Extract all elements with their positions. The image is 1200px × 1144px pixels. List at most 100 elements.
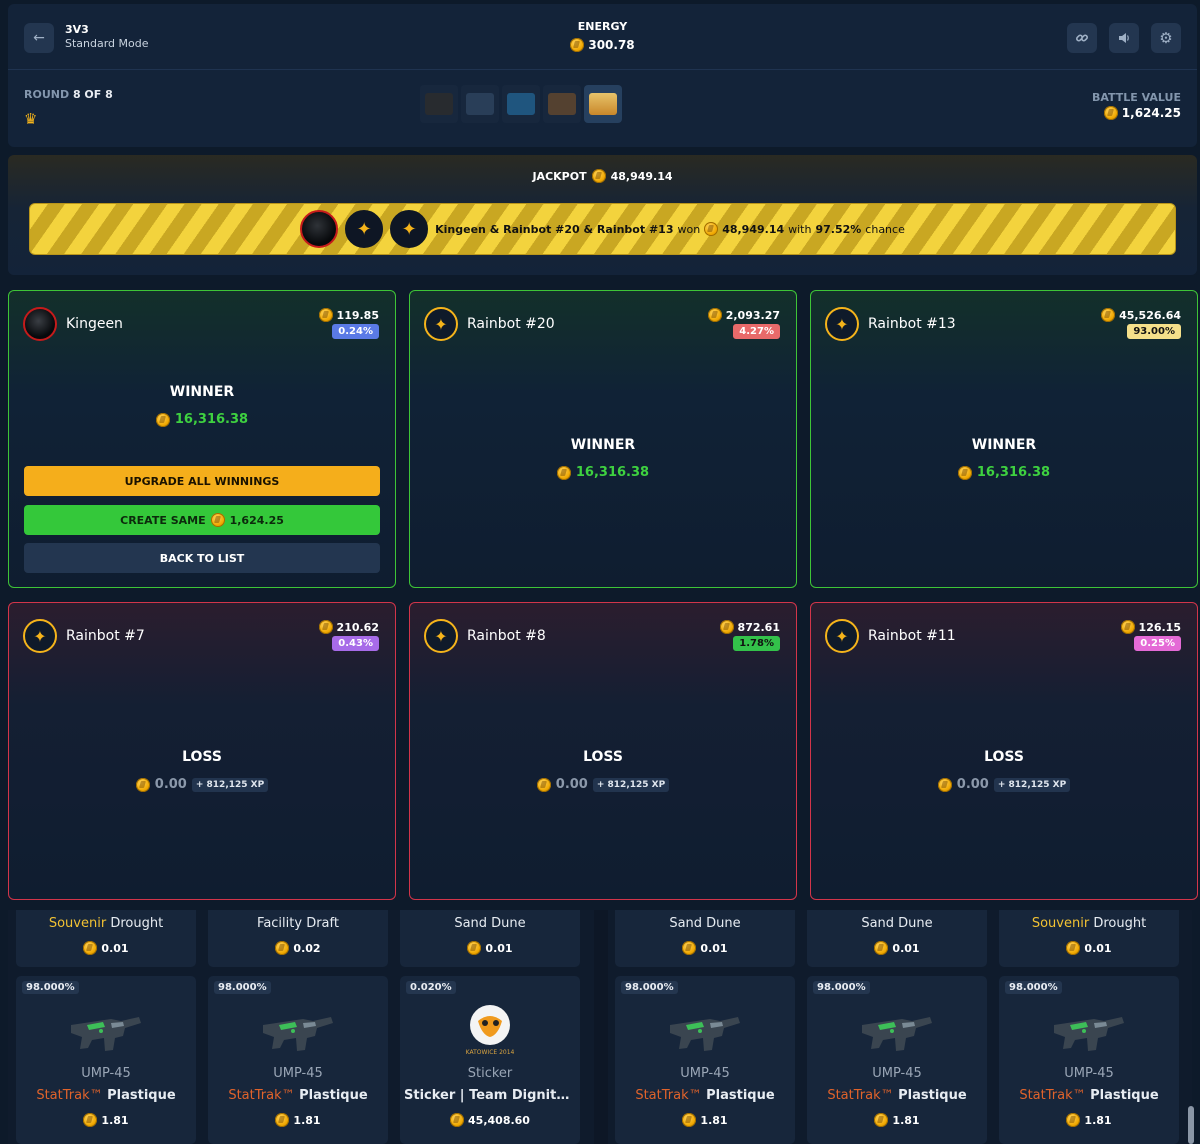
- result-label: WINNER: [169, 384, 235, 400]
- case-thumbnail[interactable]: [420, 85, 458, 123]
- coin-icon: [467, 941, 482, 955]
- item-card[interactable]: 98.000% UMP-45 StatTrak™ Plastique 1.81: [16, 976, 196, 1144]
- link-icon: [1075, 34, 1089, 42]
- win-chance-badge: 1.78%: [733, 636, 780, 651]
- item-card[interactable]: 98.000% UMP-45 StatTrak™ Plastique 1.81: [999, 976, 1179, 1144]
- winnings-amount: 16,316.38: [410, 465, 796, 480]
- coin-icon: [1101, 308, 1116, 322]
- case-thumbnail[interactable]: [502, 85, 540, 123]
- coin-icon: [556, 465, 571, 480]
- player-value: 2,093.27: [707, 308, 780, 322]
- coin-icon: [570, 38, 585, 52]
- sticker-icon: KATOWICE 2014: [450, 998, 530, 1058]
- drop-chance-badge: 0.020%: [406, 981, 456, 994]
- bot-avatar: ✦: [390, 210, 429, 248]
- coin-icon: [275, 941, 290, 955]
- case-thumbnail[interactable]: [461, 85, 499, 123]
- player-value: 126.15: [1120, 620, 1181, 634]
- coin-icon: [155, 412, 170, 427]
- sparkle-icon: ✦: [401, 218, 417, 240]
- player-name: Rainbot #7: [66, 628, 145, 644]
- energy-label: ENERGY: [577, 20, 628, 33]
- back-to-list-button[interactable]: BACK TO LIST: [24, 543, 380, 573]
- player-value: 119.85: [318, 308, 379, 322]
- back-button[interactable]: ←: [24, 23, 54, 53]
- xp-badge: + 812,125 XP: [592, 777, 670, 792]
- item-card-partial[interactable]: Souvenir Drought 0.01: [16, 910, 196, 967]
- coin-icon: [874, 1113, 889, 1127]
- player-name: Rainbot #8: [467, 628, 546, 644]
- team-divider: [594, 910, 608, 1144]
- coin-icon: [1103, 106, 1118, 120]
- bot-avatar: ✦: [424, 619, 458, 653]
- energy-value: 300.78: [8, 38, 1197, 52]
- jackpot-panel: JACKPOT 48,949.14 ✦ ✦ Kingeen & Rainbot …: [8, 155, 1197, 275]
- coin-icon: [682, 1113, 697, 1127]
- coin-icon: [719, 620, 734, 634]
- coin-icon: [83, 1113, 98, 1127]
- coin-icon: [707, 308, 722, 322]
- jackpot-winner-banner: ✦ ✦ Kingeen & Rainbot #20 & Rainbot #13 …: [29, 203, 1176, 255]
- jackpot-label: JACKPOT 48,949.14: [532, 169, 673, 183]
- scrollbar-thumb[interactable]: [1188, 1106, 1194, 1144]
- crown-icon: ♛: [24, 110, 38, 128]
- sound-toggle-button[interactable]: [1109, 23, 1139, 53]
- coin-icon: [1120, 620, 1135, 634]
- item-card-partial[interactable]: Facility Draft 0.02: [208, 910, 388, 967]
- winnings-amount: 0.00 + 812,125 XP: [410, 777, 796, 792]
- coin-icon: [874, 941, 889, 955]
- coin-icon: [1066, 941, 1081, 955]
- winnings-amount: 16,316.38: [811, 465, 1197, 480]
- result-label: LOSS: [984, 749, 1024, 765]
- result-label: WINNER: [570, 437, 636, 453]
- settings-button[interactable]: ⚙: [1151, 23, 1181, 53]
- item-card-partial[interactable]: Sand Dune 0.01: [400, 910, 580, 967]
- coin-icon: [704, 222, 719, 236]
- case-thumbnail[interactable]: [543, 85, 581, 123]
- player-name: Rainbot #20: [467, 316, 555, 332]
- smg-icon: [258, 998, 338, 1058]
- gear-icon: ⚙: [1159, 29, 1173, 47]
- player-value: 45,526.64: [1101, 308, 1181, 322]
- win-chance-badge: 0.25%: [1134, 636, 1181, 651]
- item-card[interactable]: 98.000% UMP-45 StatTrak™ Plastique 1.81: [615, 976, 795, 1144]
- player-card: ✦ Rainbot #7 210.62 0.43% LOSS 0.00 + 812…: [8, 602, 396, 900]
- share-link-button[interactable]: [1067, 23, 1097, 53]
- item-card[interactable]: 0.020% KATOWICE 2014 Sticker Sticker | T…: [400, 976, 580, 1144]
- smg-icon: [1049, 998, 1129, 1058]
- winnings-amount: 0.00 + 812,125 XP: [811, 777, 1197, 792]
- bot-avatar: ✦: [825, 307, 859, 341]
- arrow-left-icon: ←: [33, 30, 45, 46]
- svg-text:KATOWICE 2014: KATOWICE 2014: [466, 1049, 515, 1056]
- drop-chance-badge: 98.000%: [214, 981, 271, 994]
- avatar: [300, 210, 339, 248]
- sparkle-icon: ✦: [434, 626, 448, 646]
- item-card-partial[interactable]: Souvenir Drought 0.01: [999, 910, 1179, 967]
- player-card: ✦ Rainbot #20 2,093.27 4.27% WINNER 16,3…: [409, 290, 797, 588]
- win-chance-badge: 0.24%: [332, 324, 379, 339]
- item-card-partial[interactable]: Sand Dune 0.01: [615, 910, 795, 967]
- player-name: Rainbot #11: [868, 628, 956, 644]
- header-divider: [8, 69, 1197, 70]
- coin-icon: [83, 941, 98, 955]
- xp-badge: + 812,125 XP: [191, 777, 269, 792]
- drop-chance-badge: 98.000%: [1005, 981, 1062, 994]
- mode-title: 3V3: [65, 23, 89, 36]
- coin-icon: [937, 777, 952, 792]
- player-card: ✦ Rainbot #13 45,526.64 93.00% WINNER 16…: [810, 290, 1198, 588]
- item-card[interactable]: 98.000% UMP-45 StatTrak™ Plastique 1.81: [208, 976, 388, 1144]
- create-same-button[interactable]: CREATE SAME 1,624.25: [24, 505, 380, 535]
- player-card: Kingeen 119.85 0.24% WINNER 16,316.38 UP…: [8, 290, 396, 588]
- jackpot-result-text: Kingeen & Rainbot #20 & Rainbot #13 won …: [435, 222, 905, 236]
- item-card[interactable]: 98.000% UMP-45 StatTrak™ Plastique 1.81: [807, 976, 987, 1144]
- smg-icon: [857, 998, 937, 1058]
- sparkle-icon: ✦: [33, 626, 47, 646]
- coin-icon: [135, 777, 150, 792]
- item-card-partial[interactable]: Sand Dune 0.01: [807, 910, 987, 967]
- result-label: LOSS: [583, 749, 623, 765]
- case-thumbnail-current[interactable]: [584, 85, 622, 123]
- upgrade-all-button[interactable]: UPGRADE ALL WINNINGS: [24, 466, 380, 496]
- win-chance-badge: 0.43%: [332, 636, 379, 651]
- battle-value-label: BATTLE VALUE: [1092, 91, 1181, 104]
- coin-icon: [450, 1113, 465, 1127]
